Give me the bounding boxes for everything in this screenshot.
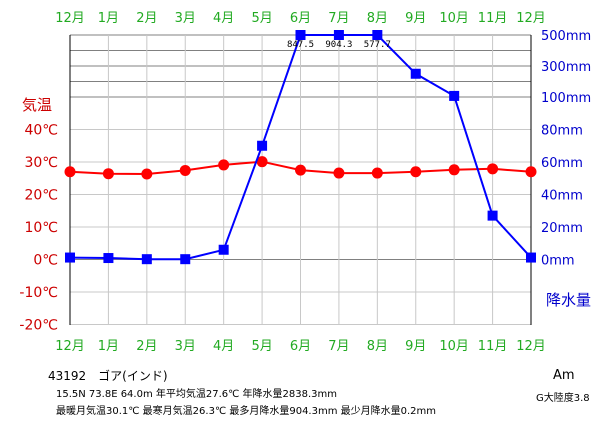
precipitation-point (180, 254, 191, 265)
month-label-top: 12月 (55, 11, 85, 26)
plot-frame (69, 35, 532, 325)
precipitation-tick-label: 500mm (541, 29, 591, 44)
month-label-bottom: 5月 (251, 339, 272, 354)
month-label-top: 3月 (175, 11, 196, 26)
temperature-point (525, 166, 537, 178)
temperature-point (448, 164, 460, 176)
month-label-top: 6月 (290, 11, 311, 26)
temperature-tick-label: 20℃ (24, 188, 58, 204)
precipitation-tick-label: 40mm (541, 189, 583, 204)
temperature-point (256, 156, 268, 168)
temperature-tick-label: 10℃ (24, 220, 58, 236)
precipitation-tick-label: 60mm (541, 156, 583, 171)
month-label-top: 2月 (136, 11, 157, 26)
month-label-bottom: 1月 (98, 339, 119, 354)
precipitation-point (526, 252, 536, 263)
continentality-index: G大陸度3.8 (536, 393, 590, 404)
precipitation-tick-label: 20mm (541, 221, 583, 236)
bottom-month-labels: 12月 1月 2月 3月 4月 5月 6月 7月 8月 9月 10月 11月 12月 (55, 339, 546, 354)
grid-lines (70, 34, 531, 325)
precipitation-point (218, 244, 229, 255)
precipitation-axis-ticks: 500mm 300mm 100mm 80mm 60mm 40mm 20mm 0mm (541, 29, 591, 269)
month-label-bottom: 4月 (213, 339, 234, 354)
precipitation-point (487, 210, 498, 221)
month-label-bottom: 7月 (328, 339, 349, 354)
precipitation-data-label: 577.7 (364, 40, 391, 50)
precipitation-series: 847.5 904.3 577.7 (65, 30, 536, 265)
month-label-top: 4月 (213, 11, 234, 26)
temperature-point (295, 164, 306, 176)
month-label-top: 12月 (516, 11, 546, 26)
climate-class: Am (553, 368, 575, 383)
month-label-bottom: 12月 (55, 339, 85, 354)
month-label-bottom: 10月 (439, 339, 469, 354)
temperature-point (371, 167, 383, 179)
precipitation-axis-label: 降水量 (546, 291, 591, 309)
station-details: 15.5N 73.8E 64.0m 年平均気温27.6℃ 年降水量2838.3m… (56, 389, 338, 400)
precipitation-point (333, 30, 344, 40)
month-label-bottom: 3月 (175, 339, 196, 354)
precipitation-tick-label: 0mm (541, 254, 575, 269)
temperature-tick-label: 0℃ (33, 253, 58, 269)
precipitation-point (257, 140, 268, 151)
month-label-bottom: 11月 (478, 339, 508, 354)
precipitation-tick-label: 100mm (541, 91, 591, 106)
temperature-point (179, 164, 191, 176)
precipitation-point (103, 253, 114, 264)
temperature-tick-label: 40℃ (24, 123, 58, 139)
station-extremes: 最暖月気温30.1℃ 最寒月気温26.3℃ 最多月降水量904.3mm 最少月降… (56, 406, 437, 417)
month-label-bottom: 6月 (290, 339, 311, 354)
temperature-point (141, 168, 153, 180)
temperature-series (64, 156, 537, 180)
temperature-tick-label: -20℃ (19, 318, 58, 334)
precipitation-point (410, 68, 421, 79)
month-label-top: 10月 (439, 11, 469, 26)
month-label-bottom: 9月 (405, 339, 426, 354)
month-label-bottom: 2月 (136, 339, 157, 354)
precipitation-point (65, 252, 75, 263)
precipitation-point (449, 90, 460, 101)
precipitation-tick-label: 300mm (541, 60, 591, 75)
precipitation-point (141, 254, 152, 265)
month-label-top: 1月 (98, 11, 119, 26)
precipitation-point (295, 30, 306, 40)
temperature-point (64, 166, 76, 178)
precipitation-data-label: 847.5 (287, 40, 314, 50)
temperature-point (102, 168, 114, 180)
temperature-point (410, 166, 422, 178)
precipitation-point (372, 30, 383, 40)
top-month-labels: 12月 1月 2月 3月 4月 5月 6月 7月 8月 9月 10月 11月 12月 (55, 11, 546, 26)
precipitation-tick-label: 80mm (541, 124, 583, 139)
temperature-axis-ticks: 40℃ 30℃ 20℃ 10℃ 0℃ -10℃ -20℃ (19, 123, 58, 334)
station-name: 43192 ゴア(インド) (48, 369, 168, 383)
temperature-point (333, 167, 345, 179)
temperature-point (487, 163, 499, 175)
temperature-axis-label: 気温 (22, 96, 52, 114)
month-label-bottom: 12月 (516, 339, 546, 354)
month-label-top: 9月 (405, 11, 426, 26)
month-label-top: 11月 (478, 11, 508, 26)
precipitation-data-label: 904.3 (325, 40, 352, 50)
temperature-tick-label: 30℃ (24, 155, 58, 171)
month-label-bottom: 8月 (367, 339, 388, 354)
temperature-tick-label: -10℃ (19, 285, 58, 301)
month-label-top: 8月 (367, 11, 388, 26)
month-label-top: 5月 (251, 11, 272, 26)
month-label-top: 7月 (328, 11, 349, 26)
temperature-point (218, 159, 230, 171)
